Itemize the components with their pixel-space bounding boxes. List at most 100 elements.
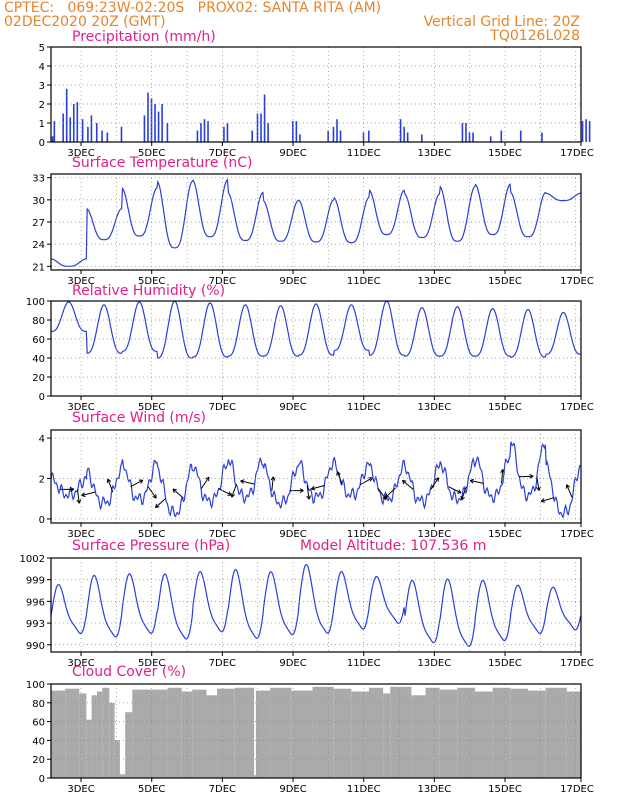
wind-arrow-head [172,488,177,493]
cloud-cover-segment [510,688,528,778]
cloud-cover-segment [86,719,92,778]
y-tick-label: 3 [39,81,45,92]
x-tick-label: 7DEC [209,402,236,413]
precipitation-bar [150,98,153,142]
wind-arrow-head [306,495,311,500]
x-tick-label: 3DEC [67,148,94,159]
precipitation-bar [106,132,109,142]
cloud-cover-segment [351,691,369,778]
wind-arrow-head [154,503,160,509]
precipitation-bar [76,102,79,142]
wind-direction-arrow [402,480,414,490]
wind-direction-arrow [77,489,80,504]
x-tick-label: 11DEC [347,529,381,540]
wind-arrow-head [106,478,112,484]
panel-0-frame [50,46,582,143]
x-tick-label: 15DEC [488,148,522,159]
y-tick-label: 27 [32,218,45,229]
x-tick-label: 17DEC [560,658,594,669]
wind-direction-arrow [147,486,157,499]
wind-direction-arrow [200,476,210,490]
x-tick-label: 9DEC [279,276,306,287]
cloud-cover-segment [439,689,458,778]
x-tick-label: 13DEC [417,658,451,669]
precipitation-bar [336,119,338,142]
x-tick-label: 9DEC [279,658,306,669]
wind-arrow-head [401,479,407,485]
precipitation-bar [207,121,209,142]
cloud-cover-segment [528,690,546,778]
cloud-cover-segment [206,695,218,778]
x-tick-label: 13DEC [417,276,451,287]
wind-direction-arrow [384,487,396,498]
wind-direction-arrow [430,477,439,490]
precipitation-bar [588,121,591,142]
precipitation-bar [101,130,103,142]
panel-title-wind: Surface Wind (m/s) [72,410,206,426]
cloud-cover-segment [125,712,133,778]
y-tick-label: 40 [32,354,45,365]
x-tick-label: 9DEC [279,402,306,413]
precipitation-bar [226,123,229,142]
y-tick-label: 80 [32,316,45,327]
precipitation-bar [251,130,253,142]
x-tick-label: 3DEC [67,529,94,540]
precipitation-bar [95,123,98,142]
precipitation-bar [472,132,474,142]
y-tick-label: 0 [39,138,45,149]
header-model-code: TQ0126L028 [490,28,580,44]
x-tick-label: 17DEC [560,402,594,413]
x-tick-label: 15DEC [488,529,522,540]
precipitation-bar [332,126,335,142]
precipitation-bar [81,119,84,142]
precipitation-bar [465,123,467,142]
cloud-cover-segment [132,689,168,778]
x-tick-label: 5DEC [138,148,165,159]
panel-5-frame [50,683,582,779]
cloud-cover-segment [51,690,66,778]
x-tick-label: 3DEC [67,276,94,287]
x-tick-label: 3DEC [67,402,94,413]
precipitation-bar [362,132,365,142]
precipitation-bar [53,121,56,142]
panel-2-frame [50,300,582,397]
y-tick-label: 4 [39,62,45,73]
precipitation-bar [143,115,146,142]
cloud-cover-segment [254,775,256,778]
x-tick-label: 7DEC [209,658,236,669]
wind-direction-arrow [377,487,387,500]
cloud-cover-segment [545,687,567,778]
precipitation-bar [263,94,266,142]
precipitation-bar [519,130,522,142]
cloud-cover-segment [255,690,271,778]
cloud-cover-segment [291,690,313,778]
x-tick-label: 9DEC [279,784,306,795]
precipitation-bar [196,130,199,142]
cloud-cover-segment [566,691,581,778]
y-tick-label: 0 [39,392,45,403]
cloud-cover-segment [270,687,292,778]
model-altitude-annotation: Model Altitude: 107.536 m [300,538,487,554]
cloud-cover-segment [167,687,182,778]
y-tick-label: 990 [26,641,45,652]
y-tick-label: 60 [32,335,45,346]
precipitation-bar [327,130,329,142]
x-tick-label: 15DEC [488,276,522,287]
wind-arrow-head [336,471,341,476]
wind-arrow-head [205,476,210,482]
wind-arrow-head [536,486,541,491]
wind-arrow-head [529,473,534,479]
x-tick-label: 11DEC [347,658,381,669]
panel-title-cloud-cover: Cloud Cover (%) [72,664,187,680]
wind-direction-arrow [501,469,504,484]
wind-arrow-head [138,479,144,484]
panel-2-series-line [51,300,581,359]
panel-title-temperature: Surface Temperature (nC) [72,155,253,171]
x-tick-label: 9DEC [279,148,306,159]
precipitation-bar [399,119,402,142]
cloud-cover-segment [119,774,126,778]
y-tick-label: 60 [32,718,45,729]
x-tick-label: 13DEC [417,529,451,540]
x-tick-label: 5DEC [138,658,165,669]
wind-arrow-head [270,476,276,481]
